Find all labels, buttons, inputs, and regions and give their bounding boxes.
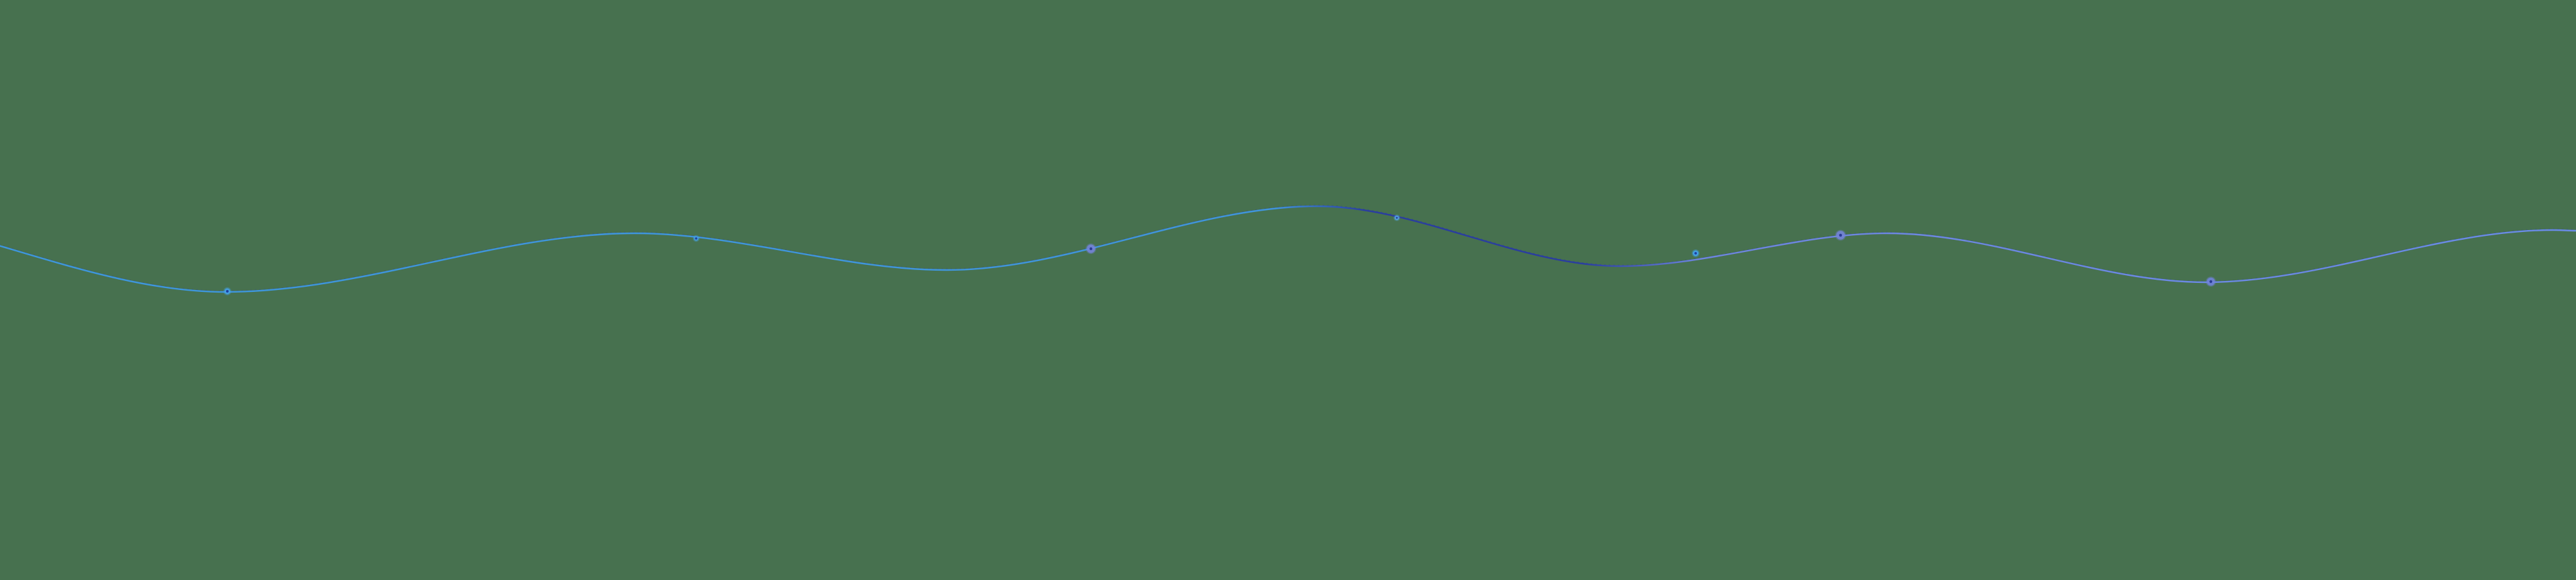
data-point-marker bbox=[692, 235, 700, 242]
marker-core bbox=[1694, 252, 1697, 255]
marker-core bbox=[1089, 247, 1093, 251]
data-point-marker bbox=[223, 287, 232, 296]
data-point-marker bbox=[1692, 249, 1700, 257]
marker-core bbox=[2209, 280, 2213, 284]
data-point-marker bbox=[1394, 215, 1400, 221]
marker-core bbox=[226, 290, 229, 293]
marker-core bbox=[695, 237, 697, 240]
data-point-marker bbox=[1835, 229, 1846, 241]
marker-core bbox=[1839, 233, 1842, 237]
data-point-marker bbox=[2206, 276, 2216, 287]
marker-core bbox=[1396, 217, 1398, 219]
data-point-marker bbox=[1085, 243, 1097, 255]
wave-line-path bbox=[0, 205, 2576, 293]
wave-companion-dash-path bbox=[0, 204, 2576, 292]
